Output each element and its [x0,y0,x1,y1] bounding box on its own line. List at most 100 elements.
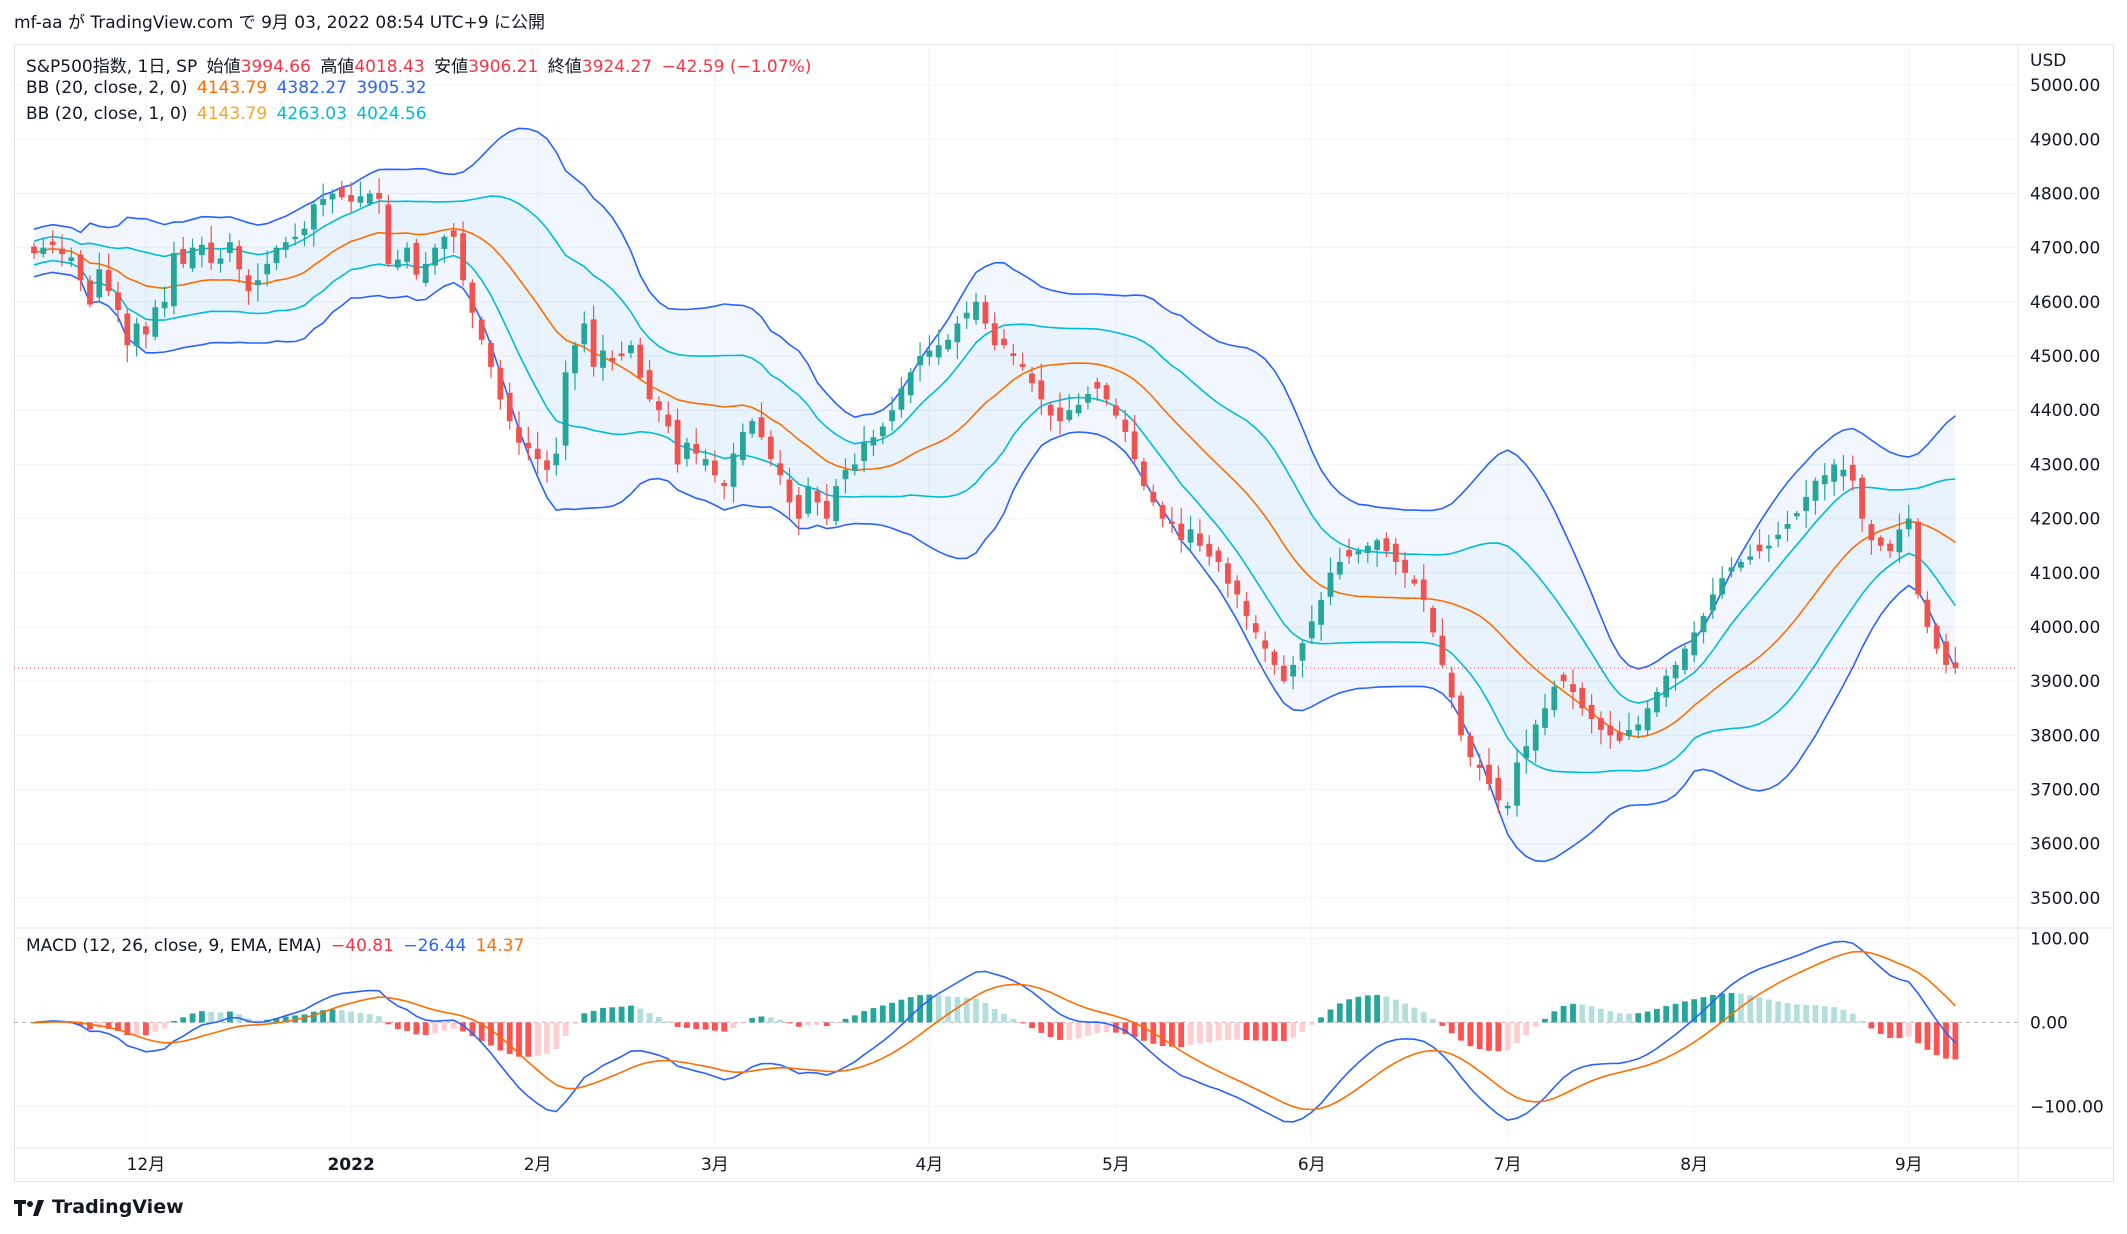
macd-histogram-bar [1868,1022,1875,1029]
macd-tick-label: 100.00 [2030,929,2089,949]
candle-body [861,442,867,461]
macd-histogram-bar [1346,999,1352,1023]
macd-histogram-bar [1420,1012,1427,1023]
candle-body [1122,419,1129,432]
candle-body [310,204,317,230]
candle-body [1682,648,1688,671]
macd-line-value: −26.44 [403,936,467,956]
candle-body [1458,695,1464,736]
macd-histogram-bar [1234,1022,1241,1040]
macd-histogram-bar [404,1022,410,1031]
tradingview-logo[interactable]: TradingView [14,1196,184,1218]
candle-body [133,323,140,347]
candle-body [96,269,103,298]
candle-body [926,350,933,357]
macd-histogram-bar [413,1022,420,1035]
candle-body [1113,405,1119,416]
candle-body [1448,672,1455,698]
candle-body [721,482,728,487]
macd-histogram-bar [1243,1022,1250,1041]
candle-body [712,460,718,476]
candle-body [1038,380,1045,400]
candle-body [1215,550,1222,562]
macd-histogram-bar [879,1005,886,1023]
macd-histogram-bar [1915,1022,1921,1044]
macd-histogram-bar [1430,1018,1436,1023]
candle-body [684,442,690,459]
macd-histogram-bar [1747,995,1754,1023]
candle-body [553,453,560,466]
macd-histogram-bar [1616,1013,1623,1023]
macd-histogram-bar [1075,1022,1082,1039]
candle-body [1374,540,1380,550]
bb1-lower-line [33,254,1957,774]
macd-histogram-bar [1831,1007,1837,1023]
macd-histogram-bar [1654,1008,1660,1023]
candle-body [1197,533,1203,546]
candle-body [292,236,299,240]
candle-body [982,302,989,324]
candle-body [1626,729,1632,737]
macd-histogram-bar [767,1017,774,1023]
macd-histogram-bar [1066,1022,1073,1040]
macd-histogram-bar [255,1020,261,1023]
candle-body [1691,632,1698,656]
macd-histogram-bar [506,1022,513,1055]
macd-histogram-bar [310,1011,317,1023]
candle-body [786,479,793,503]
candle-body [1812,480,1819,501]
macd-histogram-bar [1588,1006,1595,1023]
macd-histogram-bar [1448,1022,1455,1034]
candle-body [497,367,504,400]
candle-body [49,241,56,245]
candle-body [851,464,858,471]
candle-body [282,242,289,250]
price-tick-label: 4300.00 [2030,455,2100,475]
candle-body [1010,353,1017,356]
candle-body [767,436,774,459]
candle-body [823,500,830,519]
macd-histogram-bar [1290,1022,1297,1038]
macd-hist-value: −40.81 [331,936,394,956]
tradingview-logo-icon [14,1199,44,1216]
candle-body [963,312,970,319]
open-value: 3994.66 [240,57,311,77]
time-tick-label: 4月 [915,1155,943,1175]
change-value: −42.59 (−1.07%) [661,57,812,77]
macd-histogram-bar [488,1022,494,1046]
candle-body [1644,708,1651,731]
macd-histogram-bar [553,1022,560,1049]
candle-body [973,301,979,320]
candle-body [394,259,401,268]
candle-body [1672,664,1679,679]
macd-histogram-bar [1355,996,1362,1023]
macd-histogram-bar [1019,1022,1026,1024]
candle-body [59,248,65,255]
candle-body [618,353,625,357]
macd-histogram-bar [795,1022,802,1027]
candle-body [40,247,47,254]
macd-histogram-bar [516,1022,522,1057]
chart-frame[interactable] [14,44,2114,1182]
macd-histogram-bar [1308,1022,1315,1025]
macd-histogram-bar [982,1002,989,1023]
candle-body [1579,687,1586,709]
macd-histogram-bar [562,1022,569,1036]
price-tick-label: 4100.00 [2030,564,2100,584]
bb2-upper: 4382.27 [276,78,347,98]
candle-body [1225,563,1231,584]
macd-histogram-bar [357,1013,364,1023]
macd-histogram-bar [1570,1003,1576,1023]
candle-body [1719,578,1726,595]
macd-histogram-bar [823,1022,830,1027]
macd-histogram-bar [1197,1022,1203,1044]
macd-histogram-bar [1458,1022,1464,1041]
macd-histogram-bar [1439,1022,1446,1026]
candle-body [1532,724,1539,751]
candle-body [124,313,131,346]
price-tick-label: 3600.00 [2030,835,2100,855]
candle-body [1327,572,1334,597]
candle-body [740,431,746,460]
candle-body [1523,746,1530,759]
